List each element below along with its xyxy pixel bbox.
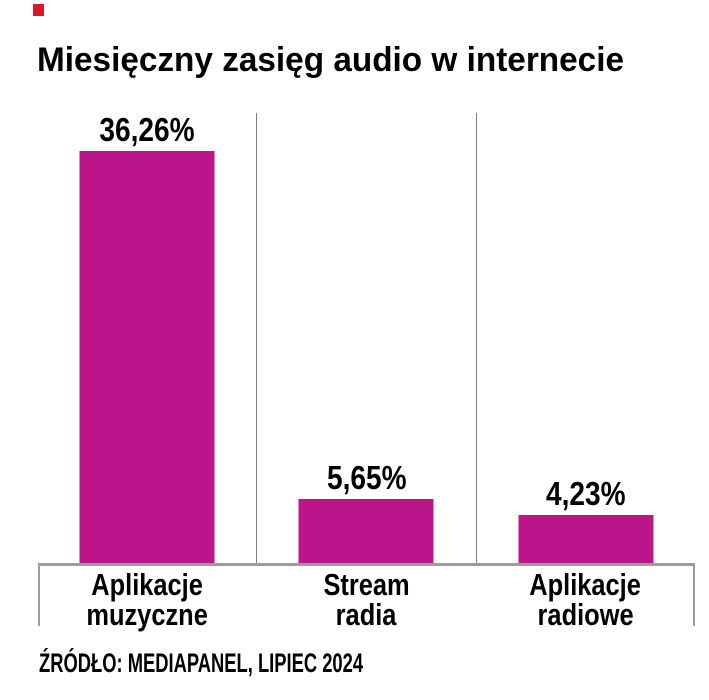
- category-label-stream-radia: Stream radia: [257, 567, 476, 632]
- source-note: ŹRÓDŁO: MEDIAPANEL, LIPIEC 2024: [39, 648, 516, 678]
- bar-value-label: 5,65%: [257, 460, 475, 496]
- chart-column-stream-radia: 5,65%: [256, 113, 475, 563]
- bar-aplikacje-radiowe: [518, 515, 654, 563]
- category-label-aplikacje-radiowe: Aplikacje radiowe: [476, 567, 695, 632]
- axis-end-tick-left: [38, 566, 40, 626]
- category-label-line: radia: [336, 597, 397, 632]
- axis-end-tick-right: [693, 566, 695, 626]
- category-label-aplikacje-muzyczne: Aplikacje muzyczne: [38, 567, 257, 632]
- bar-value-label: 4,23%: [477, 476, 695, 512]
- bar-chart: 36,26% 5,65% 4,23%: [38, 112, 695, 566]
- source-note-text: ŹRÓDŁO: MEDIAPANEL, LIPIEC 2024: [39, 648, 364, 678]
- bar-value-label: 36,26%: [38, 112, 256, 148]
- chart-column-aplikacje-muzyczne: 36,26%: [38, 112, 256, 563]
- bar-value-text: 5,65%: [326, 459, 407, 496]
- page-title-text: Miesięczny zasięg audio w internecie: [37, 41, 625, 79]
- brand-mark: [33, 4, 44, 16]
- bar-value-text: 4,23%: [546, 475, 626, 512]
- category-label-line: radiowe: [537, 597, 634, 632]
- bar-value-text: 36,26%: [99, 111, 195, 148]
- category-label-line: Stream: [323, 567, 410, 602]
- bar-aplikacje-muzyczne: [79, 151, 215, 563]
- category-label-line: Aplikacje: [529, 567, 642, 602]
- category-label-line: Aplikacje: [91, 567, 204, 602]
- bar-stream-radia: [298, 499, 434, 563]
- category-labels-row: Aplikacje muzyczne Stream radia Aplikacj…: [38, 567, 695, 632]
- chart-column-aplikacje-radiowe: 4,23%: [475, 113, 695, 563]
- page-title: Miesięczny zasięg audio w internecie: [37, 41, 636, 79]
- category-label-line: muzyczne: [86, 597, 209, 632]
